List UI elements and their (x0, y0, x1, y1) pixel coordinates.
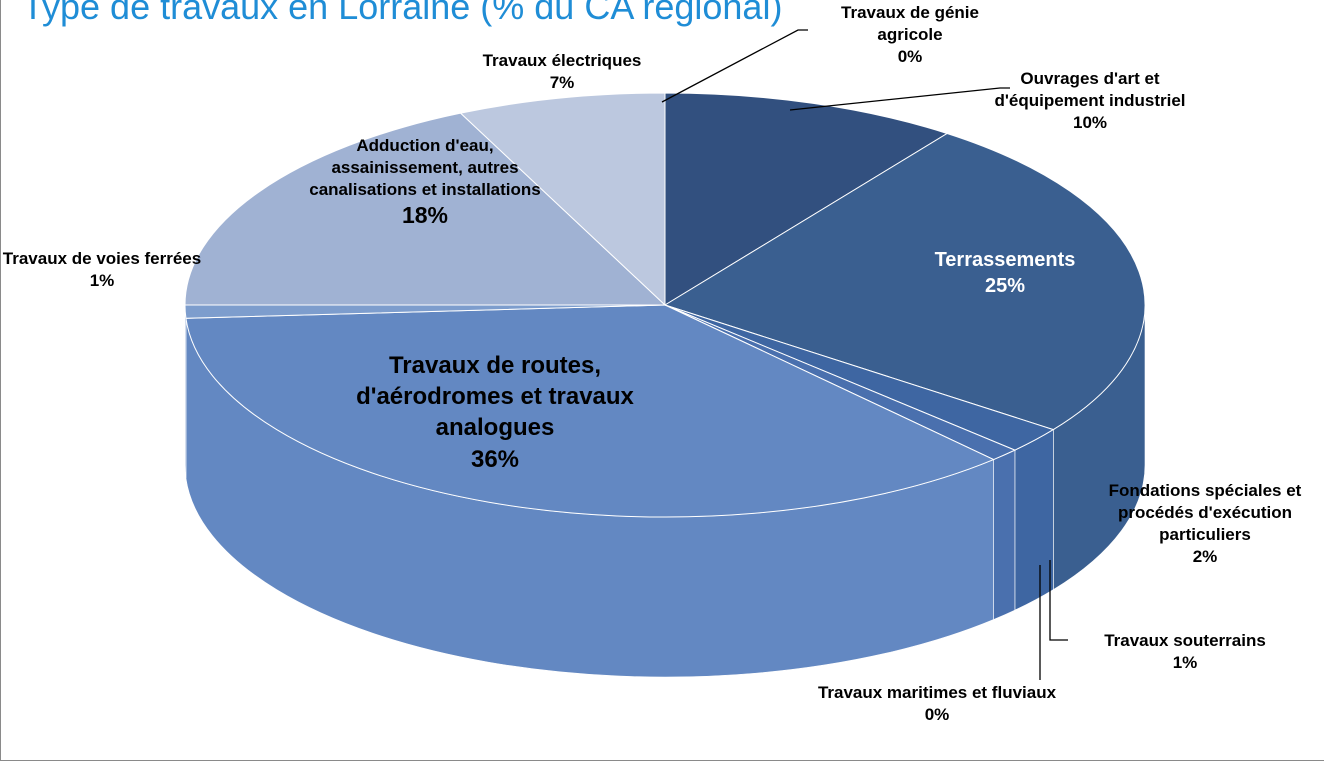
slice-label: Ouvrages d'art et d'équipement industrie… (990, 68, 1190, 134)
category-name: Travaux de voies ferrées (2, 249, 202, 268)
category-name: Adduction d'eau, assainissement, autres … (309, 136, 541, 200)
slice-label: Travaux de génie agricole 0% (810, 2, 1010, 68)
slice-label: Travaux électriques 7% (442, 50, 682, 94)
slice-side (184, 304, 187, 479)
value-label: 10% (1072, 113, 1108, 133)
slice-top (459, 92, 666, 307)
category-name: Travaux de génie agricole (841, 3, 979, 45)
slice (664, 92, 949, 306)
category-name: Travaux électriques (482, 51, 642, 70)
leader-line (661, 29, 808, 103)
value-label: 36% (470, 445, 520, 473)
slice-label: Travaux souterrains 1% (1065, 630, 1305, 674)
value-label: 2% (1192, 547, 1218, 567)
slice (184, 112, 667, 306)
leader-line (789, 87, 1010, 111)
category-name: Terrassements (934, 249, 1076, 271)
slice-top (663, 132, 1146, 431)
leader-line (1049, 560, 1068, 641)
value-label: 25% (984, 275, 1026, 297)
category-name: Travaux maritimes et fluviaux (817, 683, 1057, 702)
slice-label: Fondations spéciales et procédés d'exécu… (1085, 480, 1325, 568)
slice (664, 304, 1017, 620)
slice (459, 92, 666, 307)
value-label: 0% (924, 705, 950, 725)
slice-side (1014, 429, 1054, 611)
category-name: Fondations spéciales et procédés d'exécu… (1108, 481, 1302, 545)
slice-side (993, 449, 1016, 620)
slice-top (185, 304, 995, 518)
slice (663, 132, 1146, 591)
category-name: Travaux de routes, d'aérodromes et trava… (356, 352, 634, 442)
chart-title: Type de travaux en Lorraine (% du CA rég… (22, 0, 783, 27)
category-name: Ouvrages d'art et d'équipement industrie… (994, 69, 1186, 111)
slice-label: Travaux de routes, d'aérodromes et trava… (325, 350, 665, 475)
value-label: 1% (1172, 653, 1198, 673)
slice-label: Terrassements 25% (895, 247, 1115, 299)
value-label: 1% (89, 271, 115, 291)
value-label: 7% (549, 73, 575, 93)
value-label: 0% (897, 47, 923, 67)
slice-label: Travaux maritimes et fluviaux 0% (817, 682, 1057, 726)
slice-label: Adduction d'eau, assainissement, autres … (295, 135, 555, 231)
value-label: 18% (401, 202, 449, 229)
slice-top (664, 92, 949, 306)
slice (184, 304, 666, 479)
category-name: Travaux souterrains (1104, 631, 1266, 650)
slice-label: Travaux de voies ferrées 1% (2, 248, 202, 292)
slice-top (184, 112, 667, 306)
